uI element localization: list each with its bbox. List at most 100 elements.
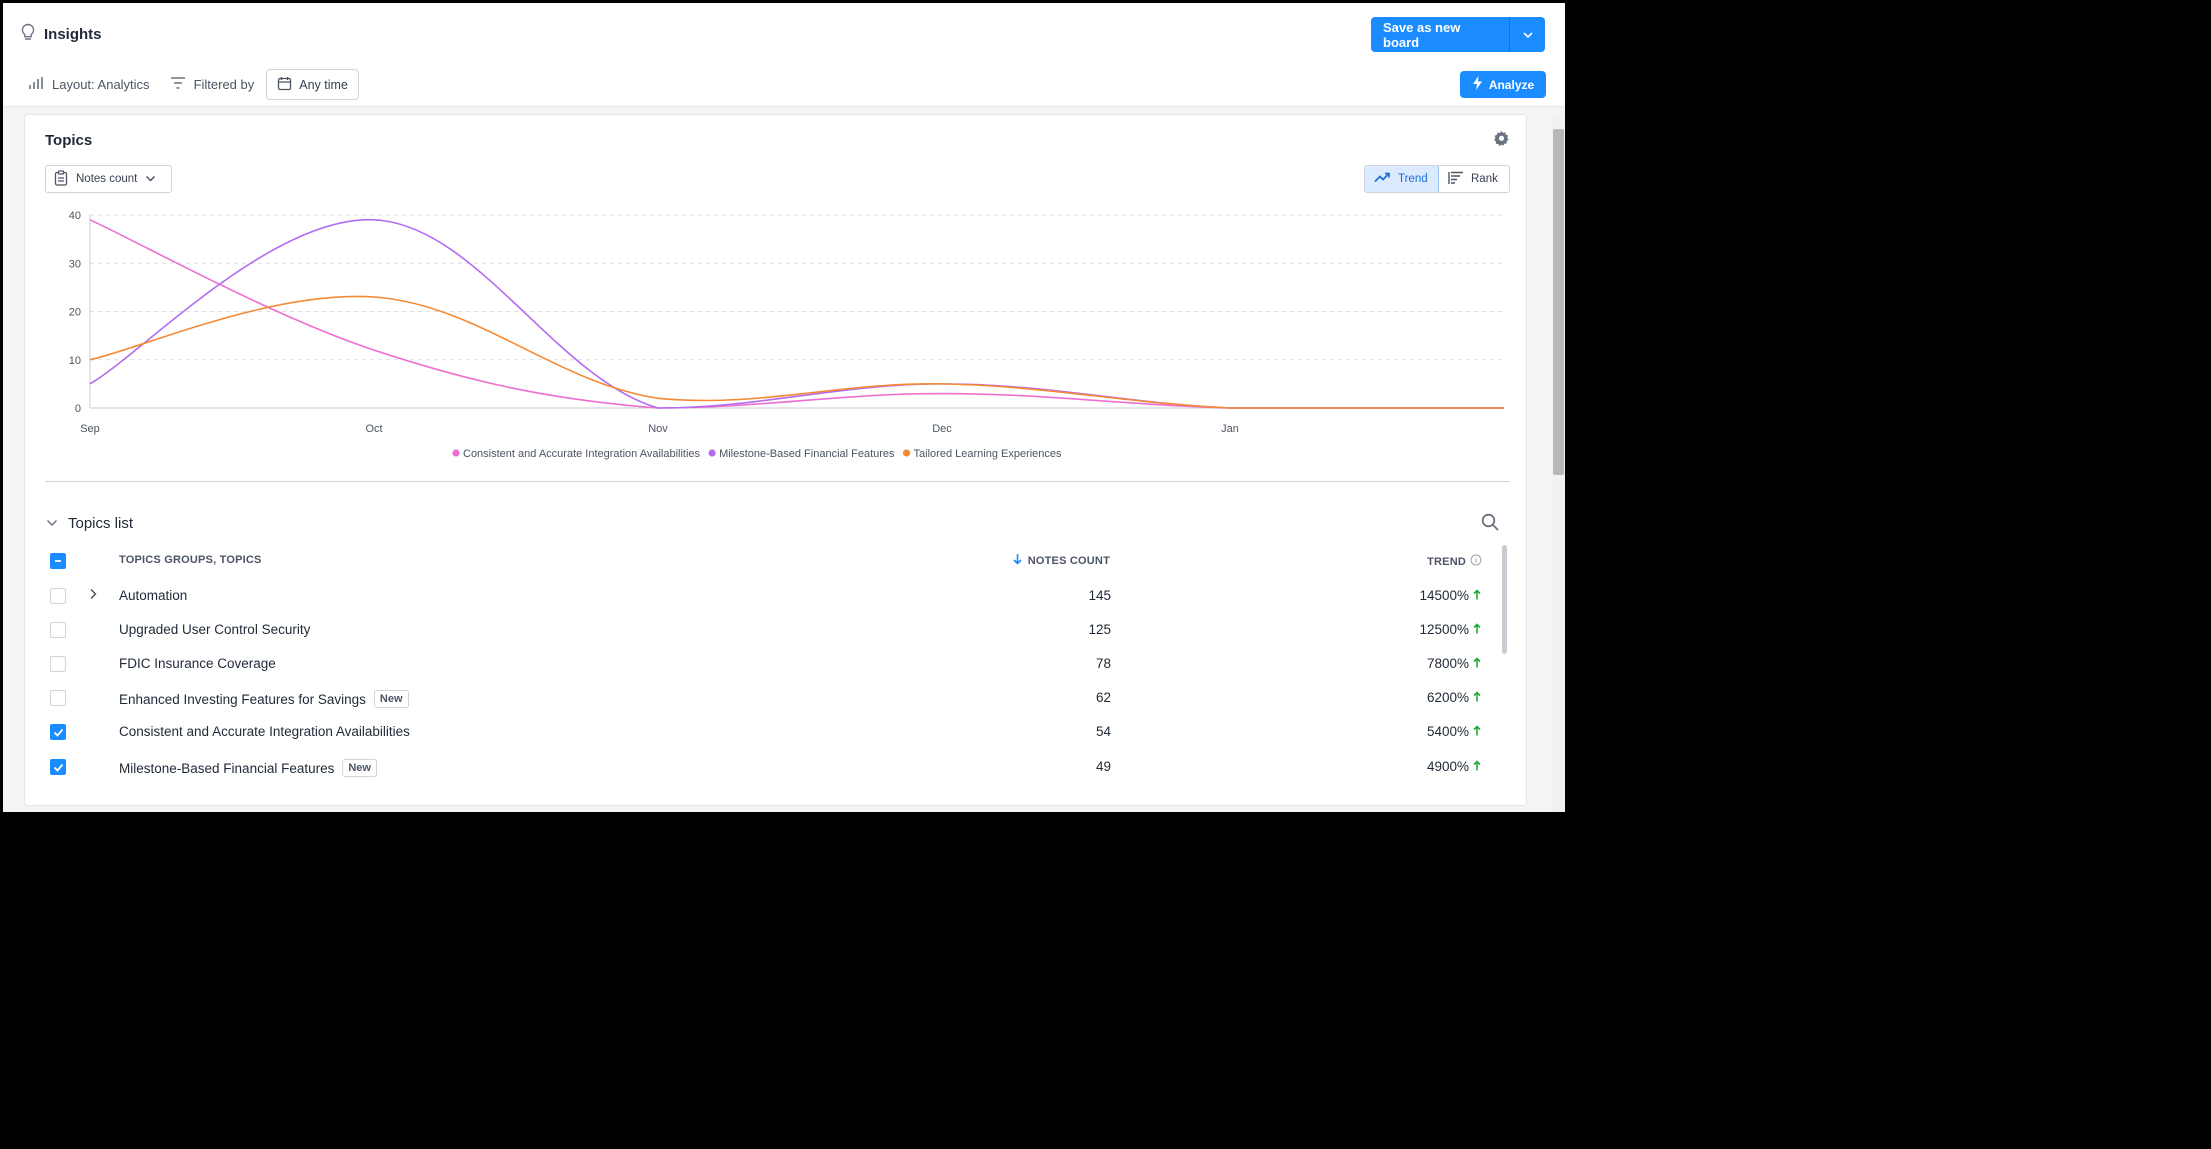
legend-marker xyxy=(452,449,460,457)
trend-value: 12500% xyxy=(1419,622,1469,637)
table-header: TOPICS GROUPS, TOPICS NOTES COUNT TREND xyxy=(45,545,1510,575)
notes-count-cell: 125 xyxy=(1088,622,1111,637)
trend-label: Trend xyxy=(1398,173,1428,185)
legend-entry: Consistent and Accurate Integration Avai… xyxy=(463,448,701,460)
trend-header-label: TREND xyxy=(1427,555,1466,568)
gear-icon[interactable] xyxy=(1493,130,1510,152)
table-row[interactable]: Milestone-Based Financial Features New 49 4… xyxy=(45,750,1510,784)
list-scrollbar[interactable] xyxy=(1502,545,1507,654)
header: Insights Save as new board Layout: Analy… xyxy=(3,3,1565,107)
x-tick-label: Jan xyxy=(1221,423,1239,435)
x-tick-label: Oct xyxy=(365,423,382,435)
row-checkbox[interactable] xyxy=(50,690,66,706)
column-header-trend[interactable]: TREND xyxy=(1427,554,1482,569)
trend-value: 4900% xyxy=(1426,759,1469,774)
row-name: Consistent and Accurate Integration Avai… xyxy=(119,724,410,739)
row-name: FDIC Insurance Coverage xyxy=(119,656,276,671)
x-tick-label: Nov xyxy=(648,423,668,435)
trend-up-arrow-icon xyxy=(1473,690,1481,705)
y-tick-label: 0 xyxy=(75,403,81,415)
trend-value: 5400% xyxy=(1426,724,1469,739)
divider xyxy=(45,481,1510,482)
chevron-down-icon xyxy=(145,173,156,185)
trend-chart: 0 10 20 30 40 Sep Oct Nov Dec Jan Consistent and A… xyxy=(69,210,1504,460)
row-checkbox[interactable] xyxy=(50,724,66,740)
topics-list-header[interactable]: Topics list xyxy=(46,514,133,532)
topic-name: Consistent and Accurate Integration Avai… xyxy=(119,724,410,739)
filtered-by-label: Filtered by xyxy=(193,77,255,92)
clipboard-icon xyxy=(54,169,68,189)
table-row[interactable]: Consistent and Accurate Integration Avai… xyxy=(45,715,1510,749)
topic-name: Enhanced Investing Features for Savings xyxy=(119,691,366,707)
select-all-checkbox[interactable] xyxy=(50,553,66,569)
topic-name: Upgraded User Control Security xyxy=(119,622,311,637)
trend-value: 7800% xyxy=(1426,656,1469,671)
notes-count-cell: 49 xyxy=(1095,759,1111,774)
filter-button[interactable]: Filtered by xyxy=(170,76,255,93)
layout-label: Layout: Analytics xyxy=(52,77,150,92)
trend-view-button[interactable]: Trend xyxy=(1365,166,1439,192)
trending-up-icon xyxy=(1374,172,1391,186)
topic-name: Milestone-Based Financial Features xyxy=(119,760,335,776)
toolbar: Layout: Analytics Filtered by Any time xyxy=(28,69,359,100)
notes-count-cell: 78 xyxy=(1095,656,1111,671)
new-badge: New xyxy=(373,690,409,708)
trend-cell: 14500% xyxy=(1419,588,1481,603)
notes-count-cell: 62 xyxy=(1095,690,1111,705)
calendar-icon xyxy=(277,76,292,94)
sort-arrow-down-icon xyxy=(1013,554,1022,568)
metric-select[interactable]: Notes count xyxy=(45,165,172,193)
chevron-right-icon[interactable] xyxy=(89,588,97,603)
rank-list-icon xyxy=(1448,171,1464,188)
rank-label: Rank xyxy=(1471,173,1498,185)
title-row: Insights xyxy=(20,23,102,46)
info-icon[interactable] xyxy=(1470,554,1482,569)
row-name: Milestone-Based Financial Features New xyxy=(119,759,377,777)
page-title: Insights xyxy=(44,26,102,43)
lightbulb-icon xyxy=(20,23,36,46)
table-row[interactable]: FDIC Insurance Coverage 78 7800% xyxy=(45,647,1510,681)
analyze-label: Analyze xyxy=(1488,77,1535,92)
lightning-icon xyxy=(1472,76,1483,93)
trend-value: 6200% xyxy=(1426,690,1469,705)
search-icon[interactable] xyxy=(1481,513,1499,536)
card-title: Topics xyxy=(45,132,93,149)
table-row[interactable]: Upgraded User Control Security 125 12500% xyxy=(45,613,1510,647)
save-button-group: Save as new board xyxy=(1371,17,1545,52)
save-as-new-board-button[interactable]: Save as new board xyxy=(1371,17,1510,52)
series-line xyxy=(89,219,1504,409)
row-checkbox[interactable] xyxy=(50,656,66,672)
trend-cell: 12500% xyxy=(1419,622,1481,637)
y-tick-label: 30 xyxy=(69,258,81,270)
row-name: Upgraded User Control Security xyxy=(119,622,310,637)
row-name: Enhanced Investing Features for Savings N… xyxy=(119,690,409,708)
y-tick-label: 40 xyxy=(69,210,81,222)
view-toggle: Trend Rank xyxy=(1364,165,1510,193)
row-name: Automation xyxy=(119,588,187,603)
time-filter-button[interactable]: Any time xyxy=(266,69,359,100)
trend-cell: 5400% xyxy=(1427,724,1481,739)
notes-count-header-label: NOTES COUNT xyxy=(1027,555,1110,567)
row-checkbox[interactable] xyxy=(50,588,66,604)
x-tick-label: Dec xyxy=(932,423,952,435)
analyze-button[interactable]: Analyze xyxy=(1460,71,1546,98)
notes-count-cell: 54 xyxy=(1095,724,1111,739)
series-line xyxy=(89,295,1504,409)
column-header-notes-count[interactable]: NOTES COUNT xyxy=(1013,554,1110,568)
time-filter-label: Any time xyxy=(299,77,348,92)
layout-selector[interactable]: Layout: Analytics xyxy=(28,76,150,93)
row-checkbox[interactable] xyxy=(50,622,66,638)
save-options-dropdown[interactable] xyxy=(1510,17,1545,52)
trend-up-arrow-icon xyxy=(1473,622,1481,637)
trend-cell: 4900% xyxy=(1427,759,1481,774)
table-row[interactable]: Automation 145 14500% xyxy=(45,579,1510,613)
topic-name: FDIC Insurance Coverage xyxy=(119,656,276,671)
topic-name: Automation xyxy=(119,588,188,603)
rank-view-button[interactable]: Rank xyxy=(1439,166,1509,192)
column-header-topics[interactable]: TOPICS GROUPS, TOPICS xyxy=(119,554,262,566)
page-scrollbar-thumb[interactable] xyxy=(1553,129,1564,475)
row-checkbox[interactable] xyxy=(50,759,66,775)
table-row[interactable]: Enhanced Investing Features for Savings N… xyxy=(45,681,1510,715)
chevron-down-icon[interactable] xyxy=(46,514,58,532)
filter-icon xyxy=(170,76,186,93)
